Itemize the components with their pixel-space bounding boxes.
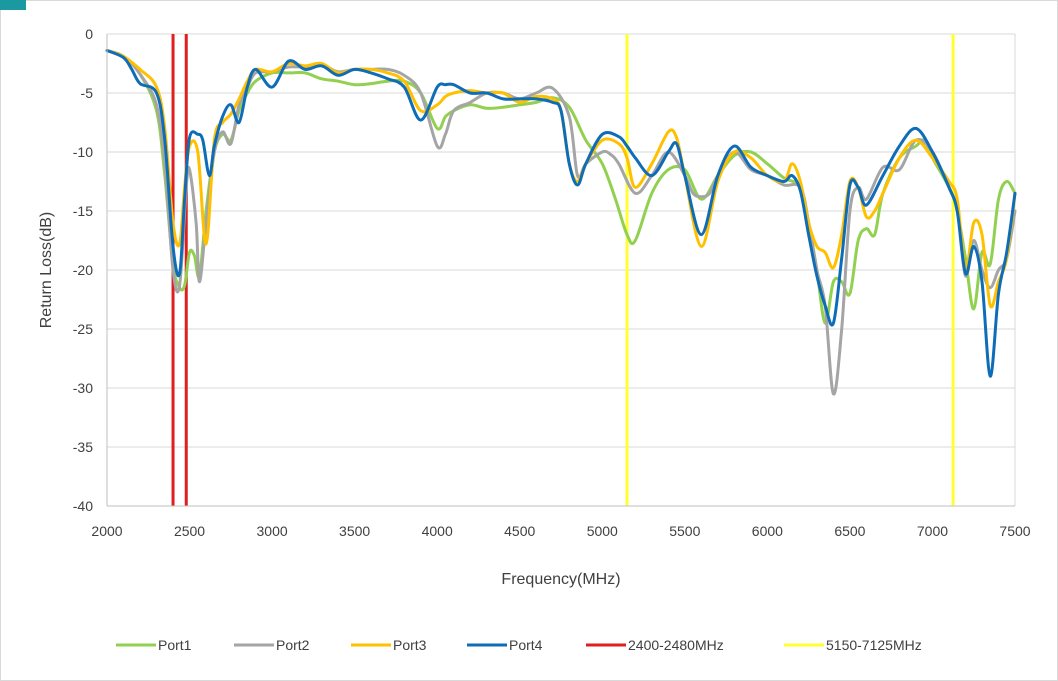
x-tick-label: 4500 [504,523,535,539]
y-tick-label: -5 [81,85,94,101]
x-tick-label: 2500 [174,523,205,539]
legend-item: 5150-7125MHz [784,637,922,653]
x-tick-label: 5000 [587,523,618,539]
y-tick-label: -15 [73,203,93,219]
x-tick-label: 6500 [834,523,865,539]
x-tick-label: 6000 [752,523,783,539]
legend-label: Port4 [509,637,543,653]
legend-label: Port3 [393,637,427,653]
legend-item: 2400-2480MHz [586,637,724,653]
legend-item: Port2 [234,637,310,653]
legend-item: Port4 [467,637,543,653]
legend: Port1 Port2 Port3 Port4 2400-2480MHz 5150-712… [116,637,922,653]
legend-label: 2400-2480MHz [628,637,724,653]
x-tick-label: 2000 [91,523,122,539]
y-tick-label: -35 [73,439,93,455]
legend-item: Port1 [116,637,192,653]
x-tick-label: 3000 [257,523,288,539]
y-tick-label: -25 [73,321,93,337]
corner-marker-icon [0,0,26,10]
series-line [105,49,1017,378]
legend-label: Port2 [276,637,310,653]
x-tick-label: 3500 [339,523,370,539]
legend-label: Port1 [158,637,192,653]
x-axis-title: Frequency(MHz) [501,571,620,588]
y-tick-label: -30 [73,380,93,396]
axis-layer: 0 -5 -10 -15 -20 -25 -30 -35 -40 2000 2500 3000 3500… [73,26,1031,539]
y-tick-label: 0 [85,26,93,42]
x-tick-label: 7000 [917,523,948,539]
y-tick-label: -10 [73,144,93,160]
series-line [105,49,1017,309]
x-tick-label: 7500 [999,523,1030,539]
y-tick-label: -40 [73,498,93,514]
legend-label: 5150-7125MHz [826,637,922,653]
legend-item: Port3 [351,637,427,653]
series-layer [105,49,1017,396]
x-tick-label: 4000 [422,523,453,539]
y-axis-title: Return Loss(dB) [38,212,55,329]
y-tick-label: -20 [73,262,93,278]
x-tick-label: 5500 [669,523,700,539]
